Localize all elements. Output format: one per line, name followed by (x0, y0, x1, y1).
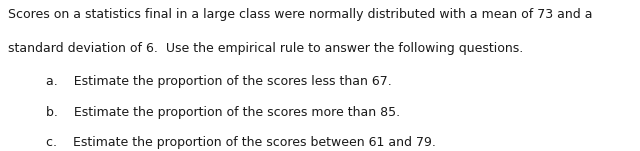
Text: c.    Estimate the proportion of the scores between 61 and 79.: c. Estimate the proportion of the scores… (46, 136, 436, 149)
Text: b.    Estimate the proportion of the scores more than 85.: b. Estimate the proportion of the scores… (46, 106, 400, 119)
Text: a.    Estimate the proportion of the scores less than 67.: a. Estimate the proportion of the scores… (46, 76, 392, 88)
Text: Scores on a statistics final in a large class were normally distributed with a m: Scores on a statistics final in a large … (8, 8, 592, 21)
Text: standard deviation of 6.  Use the empirical rule to answer the following questio: standard deviation of 6. Use the empiric… (8, 42, 523, 55)
